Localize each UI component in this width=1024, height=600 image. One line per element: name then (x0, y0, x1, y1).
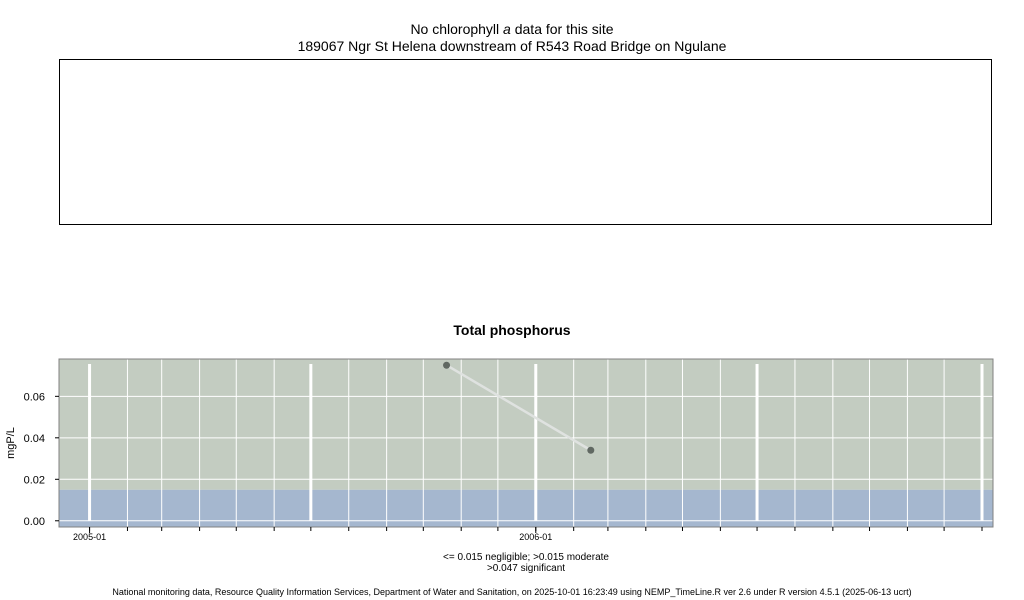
chlorophyll-title: No chlorophyll a data for this site (0, 21, 1024, 37)
band-1 (59, 359, 993, 490)
site-label: 189067 Ngr St Helena downstream of R543 … (297, 38, 727, 54)
x-tick-label: 2005-01 (73, 532, 106, 542)
chlorophyll-title-italic: a (503, 21, 511, 37)
footer-credit: National monitoring data, Resource Quali… (112, 587, 912, 597)
data-point (587, 446, 595, 454)
chlorophyll-title-suffix: data for this site (514, 21, 614, 37)
legend-note-line-2: >0.047 significant (486, 563, 566, 574)
chlorophyll-title-prefix: No chlorophyll (410, 21, 500, 37)
x-tick-label: 2006-01 (519, 532, 552, 542)
data-point (443, 361, 451, 369)
y-tick-label: 0.00 (24, 516, 45, 528)
chlorophyll-empty-panel (59, 59, 992, 225)
y-tick-label: 0.04 (24, 433, 45, 445)
legend-note-line-1: <= 0.015 negligible; >0.015 moderate (443, 552, 609, 563)
legend-note: <= 0.015 negligible; >0.015 moderate >0.… (0, 552, 1024, 574)
series-line (445, 364, 592, 452)
y-axis-label: mgP/L (5, 427, 17, 459)
plot-frame (58, 358, 994, 528)
y-tick-label: 0.06 (24, 391, 45, 403)
y-tick-label: 0.02 (24, 474, 45, 486)
chart-title: Total phosphorus (453, 322, 571, 338)
